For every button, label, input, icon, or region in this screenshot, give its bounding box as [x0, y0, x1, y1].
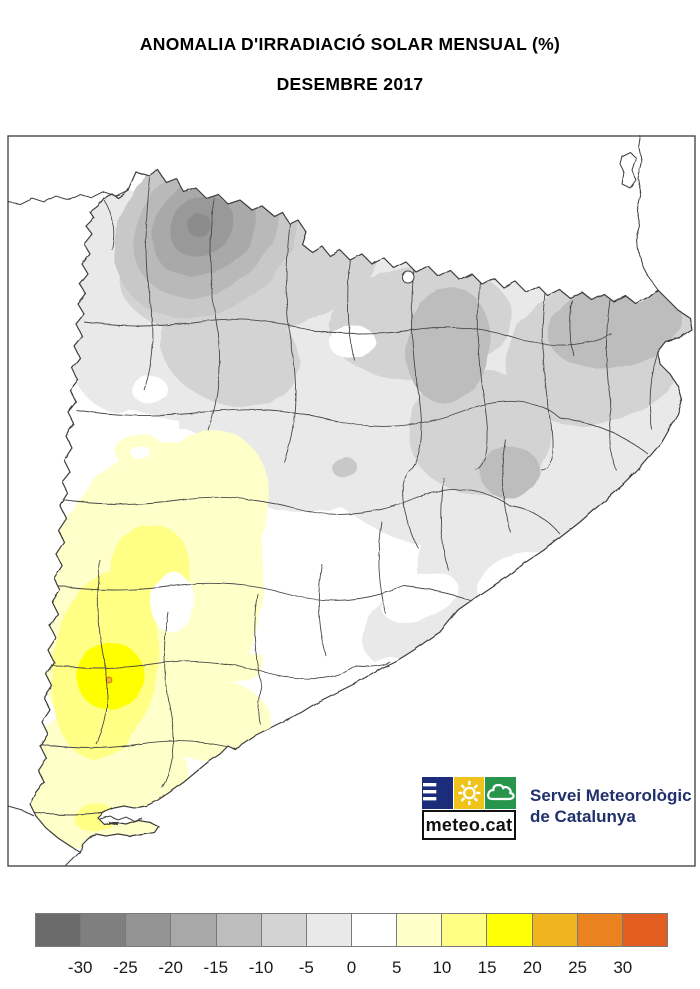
valencia-coastline	[65, 851, 81, 867]
catalunya-outline	[29, 169, 693, 853]
organization-name-line1: Servei Meteorològic	[530, 786, 692, 805]
legend-tick-label: 25	[568, 958, 588, 977]
ebre-delta-channel	[107, 820, 119, 826]
meteocat-logo: meteo.cat	[422, 777, 517, 840]
color-scale-bar	[35, 913, 668, 947]
logo-squares	[422, 777, 517, 809]
page-subtitle-month: DESEMBRE 2017	[276, 74, 424, 94]
legend-tick-label: -20	[158, 958, 183, 977]
logo-wordmark-box: meteo.cat	[422, 810, 516, 840]
legend-tick-label: 10	[432, 958, 452, 977]
legend-box	[171, 914, 217, 946]
french-coastline	[635, 135, 659, 291]
legend-tick-label: 30	[613, 958, 633, 977]
legend-tick-label: 5	[391, 958, 402, 977]
french-lagoon	[619, 151, 637, 189]
legend-box	[397, 914, 443, 946]
legend-box	[577, 914, 623, 946]
legend-tick-label: -10	[248, 958, 274, 977]
legend-tick-label: -25	[113, 958, 138, 977]
legend-box	[81, 914, 127, 946]
legend-tick-label: 0	[346, 958, 357, 977]
logo-wordmark: meteo.cat	[425, 814, 513, 835]
france-border-west	[7, 189, 129, 205]
neighbour-borders	[7, 135, 659, 867]
legend-box	[36, 914, 82, 946]
menu-bars-icon	[422, 777, 453, 809]
organization-name-line2: de Catalunya	[530, 807, 636, 826]
cloud-icon	[485, 777, 517, 809]
page-title: ANOMALIA D'IRRADIACIÓ SOLAR MENSUAL (%)	[139, 34, 561, 54]
legend-box	[442, 914, 488, 946]
color-scale-tick-labels: -30 -25 -20 -15 -10 -5 0 5 10 15 20 25 30	[35, 958, 668, 982]
legend-tick-label: 20	[522, 958, 542, 977]
ebre-delta-lagoon	[99, 815, 143, 822]
legend-tick-label: -30	[67, 958, 93, 977]
legend-tick-label: -15	[203, 958, 229, 977]
legend-box	[532, 914, 578, 946]
legend-tick-label: -5	[298, 958, 314, 977]
organization-name: Servei Meteorològic de Catalunya	[530, 785, 700, 827]
legend-box	[622, 914, 667, 946]
legend-box	[487, 914, 533, 946]
legend-tick-label: 15	[477, 958, 497, 977]
comarca-borders	[31, 177, 659, 816]
enclave-outline	[401, 270, 415, 284]
valencia-border-west	[7, 805, 35, 817]
legend-box	[261, 914, 307, 946]
legend-box	[126, 914, 172, 946]
legend-box	[306, 914, 352, 946]
sun-icon	[453, 777, 485, 809]
legend-box	[351, 914, 398, 946]
legend-box	[216, 914, 262, 946]
